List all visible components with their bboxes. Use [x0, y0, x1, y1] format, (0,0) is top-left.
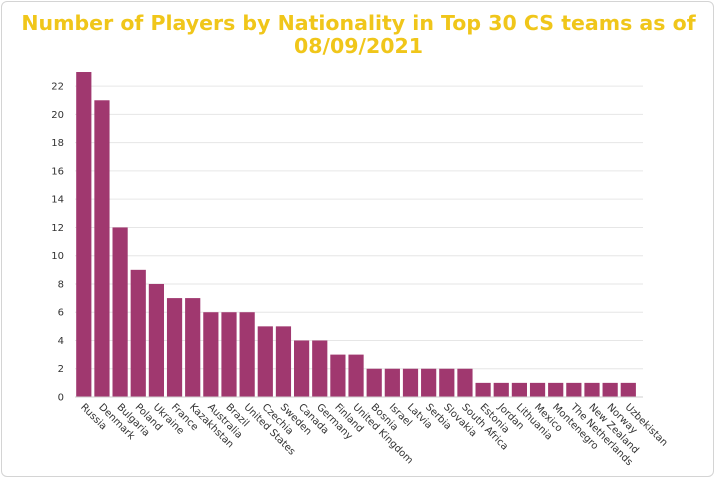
y-tick-label: 8 — [58, 279, 64, 290]
chart-title: Number of Players by Nationality in Top … — [0, 12, 717, 58]
y-tick-label: 2 — [58, 364, 64, 375]
bar — [166, 298, 183, 397]
y-axis: 0 2 4 6 8 10 12 14 16 18 20 22 — [51, 82, 64, 404]
y-tick-label: 0 — [58, 393, 64, 404]
bar — [384, 368, 400, 397]
bar — [148, 283, 164, 397]
bar — [511, 382, 527, 397]
bars — [76, 72, 636, 398]
bar — [620, 382, 636, 397]
bar — [330, 354, 346, 397]
bar — [548, 382, 564, 397]
y-tick-label: 16 — [51, 166, 64, 177]
bar — [239, 312, 255, 397]
bar — [584, 382, 600, 397]
bar — [94, 100, 110, 398]
y-tick-label: 22 — [51, 82, 64, 93]
bar — [185, 298, 201, 397]
bar — [421, 368, 437, 397]
bar — [475, 382, 491, 397]
bar — [366, 368, 382, 397]
chart-title-line-1: Number of Players by Nationality in Top … — [21, 11, 696, 35]
bar — [275, 326, 292, 397]
bar — [257, 326, 273, 397]
bar — [529, 382, 546, 397]
bar — [76, 72, 92, 397]
bar — [602, 382, 618, 397]
bar — [566, 382, 582, 397]
y-tick-label: 20 — [51, 110, 64, 121]
bar — [130, 269, 146, 397]
x-axis: RussiaDenmarkBulgariaPolandUkraineFrance… — [75, 396, 669, 468]
bar — [457, 368, 473, 397]
bar — [112, 227, 128, 397]
chart-title-line-2: 08/09/2021 — [293, 34, 424, 58]
bar — [221, 312, 237, 397]
y-tick-label: 12 — [51, 223, 64, 234]
bar — [294, 340, 310, 397]
bar — [312, 340, 328, 397]
y-tick-label: 18 — [51, 138, 64, 149]
y-tick-label: 6 — [58, 308, 64, 319]
bar — [203, 312, 219, 397]
bar — [439, 368, 455, 397]
y-tick-label: 14 — [51, 195, 64, 206]
bar — [493, 382, 509, 397]
bar — [402, 368, 419, 397]
y-tick-label: 4 — [58, 336, 64, 347]
bar — [348, 354, 364, 397]
y-tick-label: 10 — [51, 251, 64, 262]
